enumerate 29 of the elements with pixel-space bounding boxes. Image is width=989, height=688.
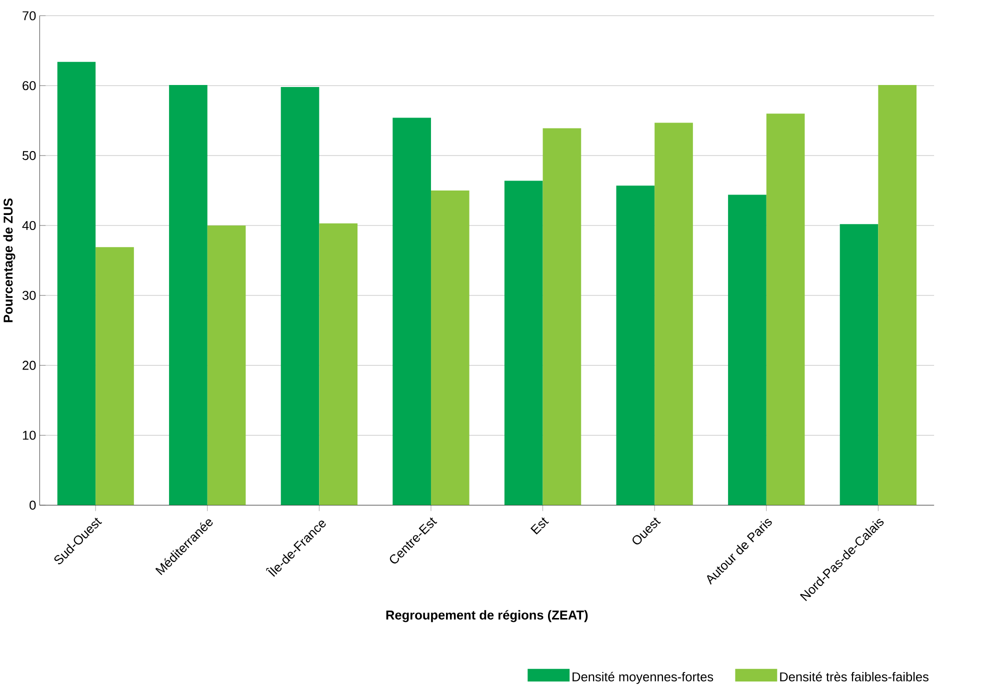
y-tick-label: 20 [22, 360, 36, 370]
bar [504, 180, 543, 506]
bar [654, 122, 693, 506]
x-tick-label: Est [530, 517, 549, 535]
bar [616, 186, 655, 506]
y-tick-label: 70 [22, 11, 36, 20]
bar [319, 223, 358, 506]
bar [728, 194, 766, 506]
y-tick-label: 60 [22, 81, 36, 90]
y-tick-label: 10 [22, 430, 36, 440]
bar [57, 62, 96, 506]
bar [207, 225, 246, 506]
bar [430, 190, 470, 506]
bar [280, 87, 320, 506]
bar [840, 224, 878, 506]
y-tick-label: 50 [22, 151, 36, 160]
y-tick-label: 0 [30, 500, 36, 510]
y-tick-label: 40 [22, 220, 36, 230]
x-axis-title: Regroupement de régions (ZEAT) [386, 610, 588, 622]
legend-label: Densité moyennes-fortes [572, 672, 714, 684]
bar [878, 84, 917, 506]
bar [542, 128, 582, 506]
y-tick-label: 30 [22, 290, 36, 300]
bar [169, 84, 208, 506]
bar [96, 247, 134, 506]
legend-label: Densité très faibles-faibles [780, 672, 928, 682]
bar [766, 114, 805, 506]
bar [392, 118, 431, 506]
y-axis-title: Pourcentage de ZUS [3, 198, 16, 322]
